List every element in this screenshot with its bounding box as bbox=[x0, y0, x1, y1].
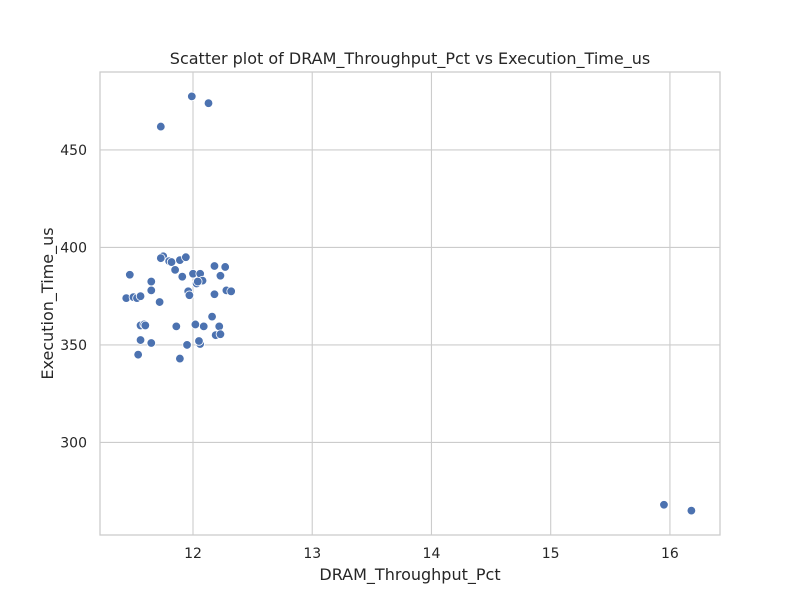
data-point bbox=[226, 286, 236, 297]
data-point bbox=[146, 338, 156, 348]
data-point bbox=[146, 285, 156, 296]
data-point bbox=[175, 353, 185, 364]
data-point bbox=[209, 261, 220, 271]
data-point bbox=[181, 252, 191, 262]
data-point bbox=[184, 290, 195, 300]
chart-title: Scatter plot of DRAM_Throughput_Pct vs E… bbox=[170, 49, 650, 69]
data-point bbox=[154, 297, 165, 307]
data-point bbox=[135, 335, 146, 345]
data-point bbox=[214, 321, 224, 332]
y-tick-label: 450 bbox=[60, 143, 87, 159]
y-tick-labels: 300 350 400 450 bbox=[60, 143, 87, 451]
plot-frame bbox=[99, 71, 721, 536]
data-points bbox=[121, 91, 697, 516]
y-axis-label: Execution_Time_us bbox=[38, 227, 58, 379]
x-tick-label: 12 bbox=[184, 546, 202, 562]
data-point bbox=[193, 276, 203, 287]
data-point bbox=[140, 320, 151, 331]
data-point bbox=[203, 98, 214, 108]
x-tick-label: 13 bbox=[303, 546, 321, 562]
y-tick-label: 350 bbox=[60, 338, 87, 354]
x-tick-label: 14 bbox=[423, 546, 441, 562]
y-tick-label: 300 bbox=[60, 435, 87, 451]
x-tick-label: 16 bbox=[661, 546, 679, 562]
data-point bbox=[215, 329, 226, 339]
data-point bbox=[125, 270, 135, 280]
data-point bbox=[209, 289, 220, 299]
x-tick-label: 15 bbox=[542, 546, 560, 562]
data-point bbox=[146, 276, 156, 287]
data-point bbox=[182, 340, 192, 350]
data-point bbox=[686, 505, 697, 516]
data-point bbox=[156, 121, 166, 132]
x-axis-label: DRAM_Throughput_Pct bbox=[319, 565, 500, 585]
data-point bbox=[659, 500, 669, 510]
data-point bbox=[220, 262, 230, 272]
x-tick-labels: 12 13 14 15 16 bbox=[184, 546, 679, 562]
data-point bbox=[156, 253, 166, 263]
data-point bbox=[215, 271, 226, 281]
data-point bbox=[170, 265, 180, 275]
data-point bbox=[207, 311, 217, 322]
y-tick-label: 400 bbox=[60, 240, 87, 256]
data-point bbox=[199, 321, 209, 332]
data-point bbox=[171, 321, 182, 332]
data-point bbox=[194, 336, 204, 346]
data-point bbox=[187, 91, 197, 102]
data-point bbox=[133, 349, 143, 360]
data-point bbox=[190, 319, 201, 330]
data-point bbox=[177, 271, 187, 282]
data-point bbox=[166, 257, 177, 267]
data-point bbox=[135, 291, 146, 301]
